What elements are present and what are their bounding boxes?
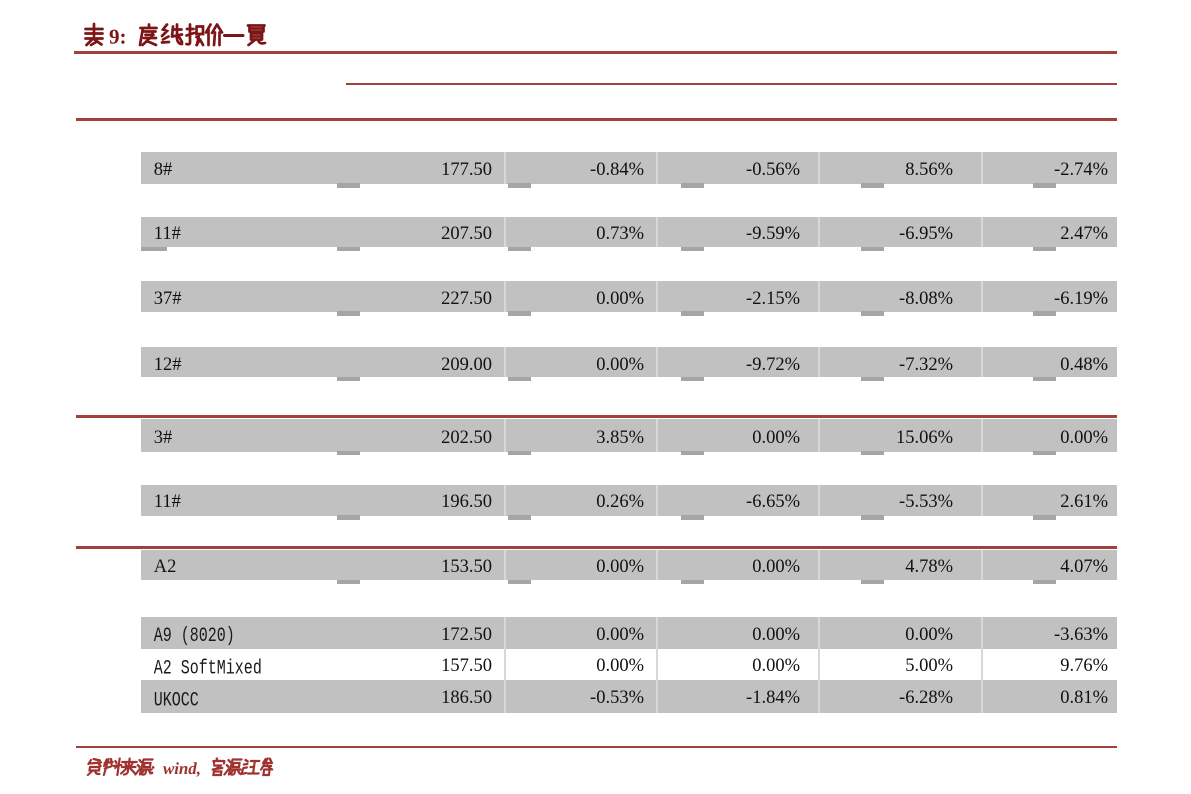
svg-text:9:: 9: (109, 25, 127, 49)
svg-text:wind,: wind, (163, 759, 201, 778)
svg-text::: : (150, 759, 156, 778)
